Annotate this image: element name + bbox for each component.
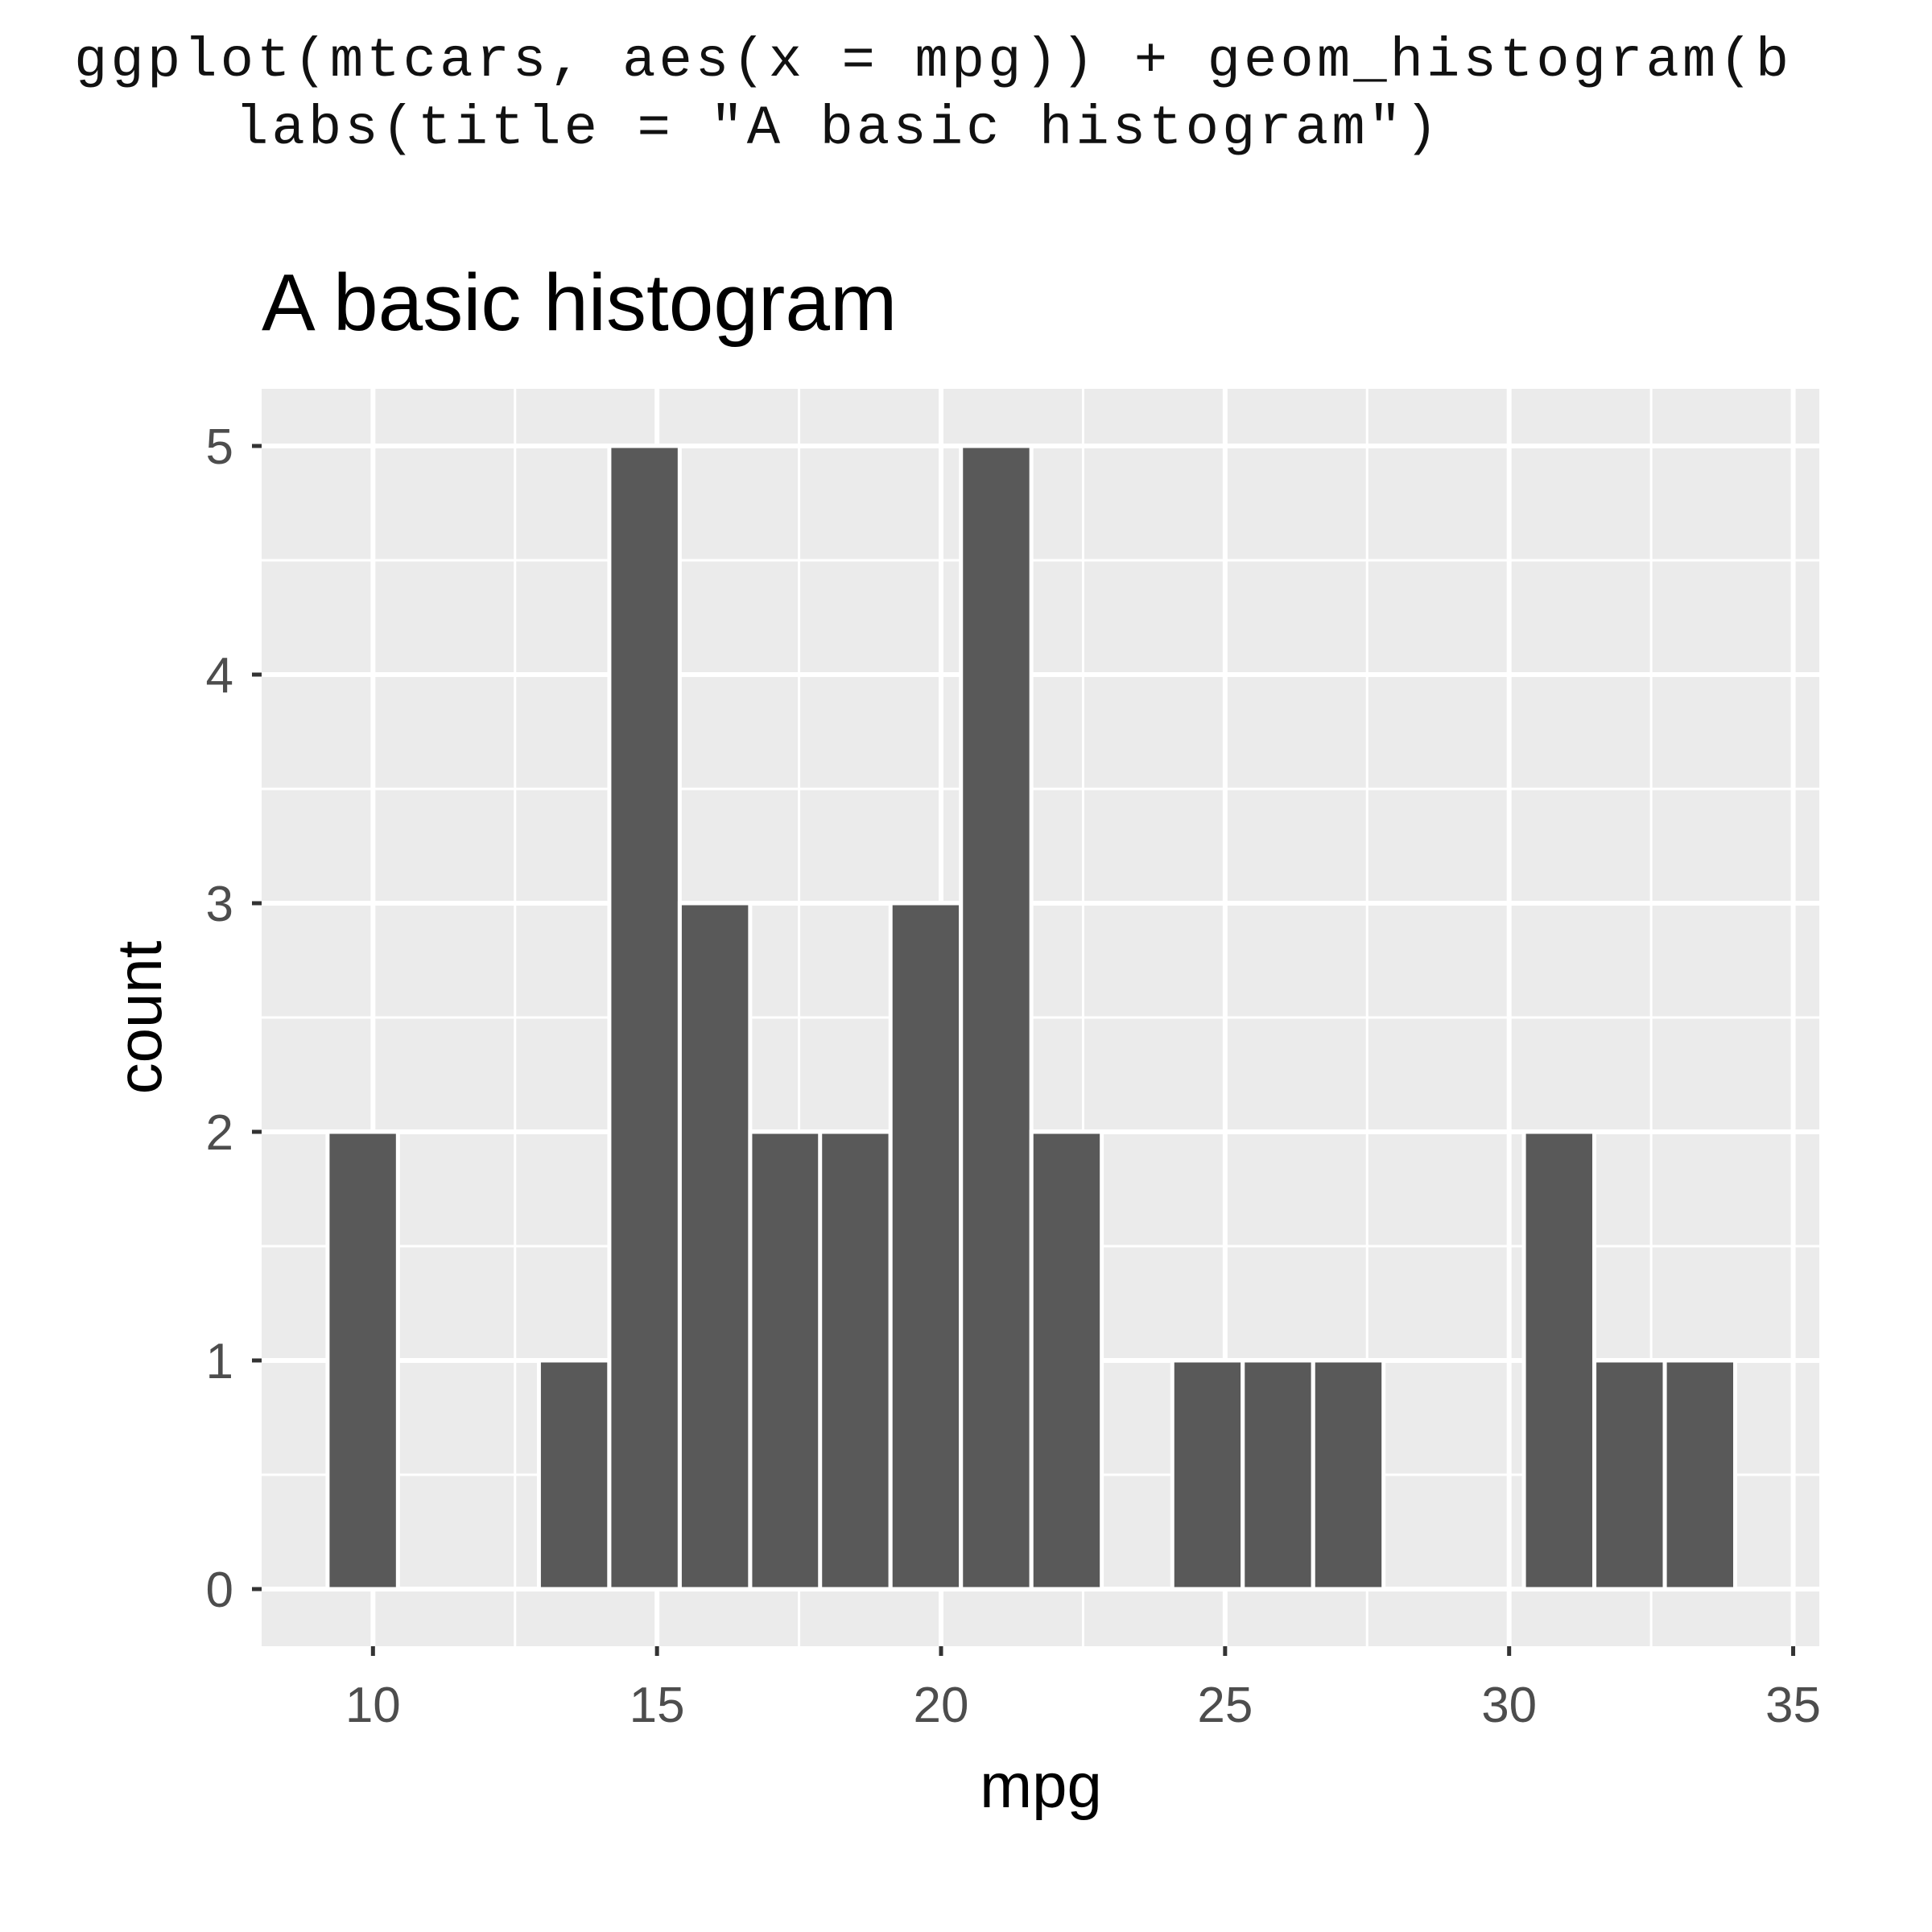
histogram-bar (325, 1129, 400, 1591)
y-axis: 0 1 2 3 4 5 (206, 419, 262, 1618)
chart-title: A basic histogram (262, 258, 897, 348)
x-tick-label: 25 (1197, 1678, 1253, 1733)
histogram-bar (536, 1358, 612, 1591)
histogram-bar (1241, 1358, 1315, 1591)
histogram-bar (1029, 1129, 1104, 1591)
x-tick-label: 20 (914, 1678, 969, 1733)
histogram-bar (1311, 1358, 1386, 1591)
y-tick-label: 5 (206, 419, 233, 475)
y-tick-label: 4 (206, 648, 233, 704)
y-tick-label: 3 (206, 877, 233, 932)
code-line-1: ggplot(mtcars, aes(x = mpg)) + geom_hist… (74, 30, 1793, 93)
histogram-bar (748, 1129, 823, 1591)
histogram-bar (1592, 1358, 1667, 1591)
code-block: ggplot(mtcars, aes(x = mpg)) + geom_hist… (74, 27, 1932, 164)
x-axis: 10 15 20 25 30 35 (345, 1646, 1821, 1733)
histogram-bar (1170, 1358, 1245, 1591)
histogram-bar (959, 444, 1034, 1591)
histogram-bar (818, 1129, 893, 1591)
x-tick-label: 10 (345, 1678, 401, 1733)
y-tick-label: 2 (206, 1105, 233, 1161)
code-line-2: labs(title = "A basic histogram") (235, 97, 1442, 160)
x-tick-label: 30 (1481, 1678, 1537, 1733)
x-tick-label: 35 (1765, 1678, 1821, 1733)
y-tick-label: 0 (206, 1563, 233, 1618)
histogram-bar (1662, 1358, 1738, 1591)
histogram-bar (1521, 1129, 1597, 1591)
x-axis-title: mpg (980, 1750, 1102, 1821)
histogram-bar (888, 901, 964, 1591)
y-axis-title: count (104, 940, 175, 1094)
histogram-bar (607, 444, 682, 1591)
x-tick-label: 15 (630, 1678, 685, 1733)
bars (325, 444, 1738, 1591)
y-tick-label: 1 (206, 1334, 233, 1389)
histogram-bar (677, 901, 753, 1591)
